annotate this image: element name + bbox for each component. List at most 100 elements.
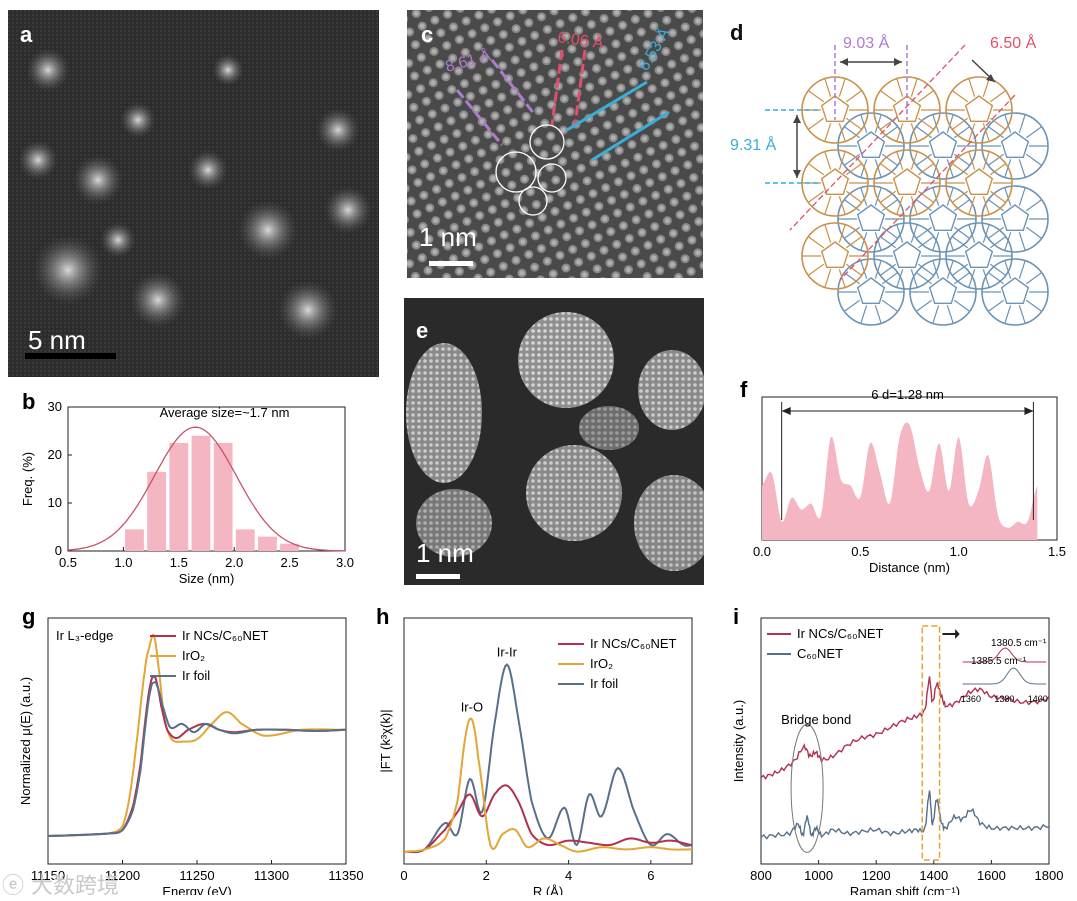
span-arrow-head <box>781 407 791 415</box>
chart-f: 0.0 0.5 1.0 1.5 Distance (nm) f 6 d=1.28 nm <box>740 377 1066 575</box>
x-tick-label: 0.0 <box>753 544 771 559</box>
x-axis-label: Size (nm) <box>179 571 235 586</box>
cage-pentagon <box>820 168 850 196</box>
legend-label: Ir NCs/C₆₀NET <box>182 628 269 643</box>
cage-bond <box>910 196 918 215</box>
span-arrow-head <box>1024 407 1034 415</box>
cage-bond <box>946 232 954 251</box>
cage-bond <box>860 187 868 206</box>
cage-bond <box>845 190 863 203</box>
x-tick-label: 0.5 <box>851 544 869 559</box>
scale-bar-e <box>416 574 460 579</box>
inset-arrow-head <box>955 629 960 639</box>
cage-bond <box>987 272 1005 285</box>
x-tick-label: 2 <box>483 868 490 883</box>
xanes-line <box>47 681 347 837</box>
legend-label: Ir foil <box>590 676 618 691</box>
cage-bond <box>982 78 990 97</box>
x-tick-label: 1.0 <box>114 555 132 570</box>
x-axis-label: Distance (nm) <box>869 560 950 575</box>
panel-label-c: c <box>421 22 434 47</box>
legend-label: IrO₂ <box>590 656 613 671</box>
cage-bond <box>1004 232 1012 251</box>
cage-bond <box>1004 114 1012 133</box>
inset-line <box>962 667 1047 685</box>
panel-c-micrograph: 8.61 Å 6.06 Å 6.53 Å c 1 nm <box>407 10 703 278</box>
cage-bond <box>860 159 868 178</box>
cage-bond <box>953 299 971 312</box>
cage-bond <box>1018 114 1026 133</box>
y-tick-label: 20 <box>48 447 62 462</box>
cage-bond <box>896 196 904 215</box>
cage-bond <box>838 224 846 243</box>
cage-bond <box>982 224 990 243</box>
bridge-label: Bridge bond <box>781 712 851 727</box>
cage-bond <box>982 151 990 170</box>
cage-bond <box>824 224 832 243</box>
cage-bond <box>1018 260 1026 279</box>
cage-bond <box>989 190 1007 203</box>
cage-bond <box>915 272 933 285</box>
panel-label-e: e <box>416 318 429 343</box>
cage-bond <box>951 236 969 249</box>
cage-bond <box>953 226 971 239</box>
inset-peak-label: 1385.5 cm⁻¹ <box>971 656 1027 667</box>
cage-pentagon <box>928 204 958 232</box>
x-axis-label: R (Å) <box>533 884 563 895</box>
cage-bond <box>845 117 863 130</box>
cage-bond <box>1025 153 1043 166</box>
cage-bond <box>881 126 899 139</box>
cage-bond <box>807 236 825 249</box>
cage-pentagon <box>964 95 994 123</box>
histogram-bar <box>213 443 233 551</box>
cage-bond <box>989 236 1007 249</box>
cage-bond <box>807 117 825 130</box>
cage-bond <box>989 117 1007 130</box>
cage-bond <box>951 190 969 203</box>
cage-bond <box>917 236 935 249</box>
cage-bond <box>932 232 940 251</box>
cage-bond <box>838 78 846 97</box>
micrograph-a <box>8 10 379 377</box>
cage-bond <box>987 299 1005 312</box>
xanes-line <box>47 633 346 837</box>
cage-bond <box>982 123 990 142</box>
cage-bond <box>951 263 969 276</box>
cage-bond <box>845 90 863 103</box>
legend-label: C₆₀NET <box>797 646 843 661</box>
x-tick-label: 1200 <box>862 868 891 883</box>
chart-g: 11150 11200 11250 11300 11350 Energy (eV) Norm… <box>18 604 364 895</box>
x-tick-label: 11350 <box>328 868 363 883</box>
histogram-bar <box>280 543 300 551</box>
peak-label: Ir-O <box>461 700 483 715</box>
cage-bond <box>915 126 933 139</box>
particle-blob <box>278 280 338 340</box>
cage-bond <box>910 78 918 97</box>
particle-blob <box>73 155 123 205</box>
cage-bond <box>860 260 868 279</box>
particle-blob <box>18 140 58 180</box>
cage-pentagon <box>892 95 922 123</box>
chart-i: 800 1000 1200 1400 1600 1800 Raman shift (cm⁻¹… <box>731 604 1063 895</box>
cage-bond <box>881 199 899 212</box>
x-tick-label: 2.0 <box>225 555 243 570</box>
particle-blob <box>120 102 156 138</box>
particle-blob <box>130 272 186 328</box>
scale-label-a: 5 nm <box>28 325 86 355</box>
cage-bond <box>881 153 899 166</box>
particle-blob <box>100 222 136 258</box>
particle-blob <box>26 48 70 92</box>
plot-frame <box>403 617 693 865</box>
cage-bond <box>987 126 1005 139</box>
ft-exafs-line <box>404 784 693 853</box>
cage-bond <box>932 187 940 206</box>
cage-bond <box>807 163 825 176</box>
panel-label: h <box>376 604 389 629</box>
d-dist-diag: 6.50 Å <box>990 33 1037 52</box>
cage-bond <box>824 269 832 288</box>
histogram-bar <box>125 529 144 551</box>
particle-blob <box>33 235 103 305</box>
cage-bond <box>896 78 904 97</box>
ft-exafs-line <box>404 663 693 854</box>
cage-bond <box>1025 226 1043 239</box>
